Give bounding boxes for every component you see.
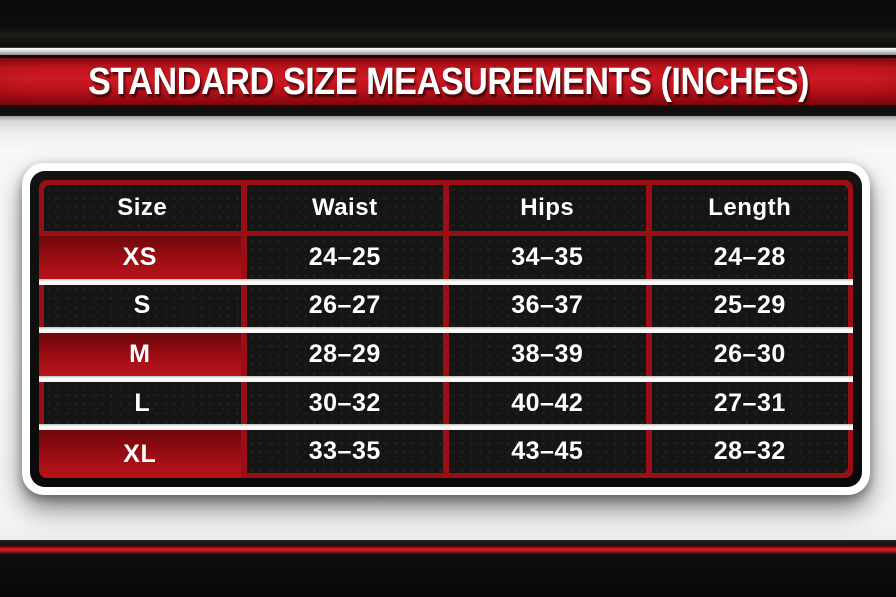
size-label-l: L — [44, 381, 241, 425]
top-frame-bar — [0, 0, 896, 48]
length-value-m: 26–30 — [651, 333, 848, 376]
hips-value-xl: 43–45 — [449, 430, 646, 473]
length-value-s: 25–29 — [651, 284, 848, 328]
title-banner: STANDARD SIZE MEASUREMENTS (INCHES) — [0, 58, 896, 105]
row-separator — [39, 424, 853, 431]
table-row-xs: XS 24–25 34–35 24–28 — [39, 236, 848, 279]
row-separator — [39, 327, 853, 334]
waist-value-xs: 24–25 — [246, 236, 443, 279]
hips-value-m: 38–39 — [449, 333, 646, 376]
length-value-xl: 28–32 — [651, 430, 848, 473]
waist-value-s: 26–27 — [246, 284, 443, 328]
hips-value-l: 40–42 — [449, 381, 646, 425]
table-row-s: S 26–27 36–37 25–29 — [44, 284, 848, 328]
row-separator — [39, 375, 853, 382]
column-header-hips: Hips — [449, 185, 646, 231]
size-chart-card: Size Waist Hips Length XS 24–25 34–35 24… — [22, 163, 870, 495]
column-header-size: Size — [44, 185, 241, 231]
size-label-xl: XL — [39, 430, 241, 478]
table-header-row: Size Waist Hips Length — [44, 185, 848, 231]
table-red-frame: Size Waist Hips Length XS 24–25 34–35 24… — [39, 180, 853, 478]
bottom-divider — [0, 540, 896, 546]
size-label-m: M — [39, 333, 241, 376]
table-row-xl: XL 33–35 43–45 28–32 — [39, 430, 848, 478]
size-label-s: S — [44, 284, 241, 328]
waist-value-m: 28–29 — [246, 333, 443, 376]
length-value-xs: 24–28 — [651, 236, 848, 279]
table-row-l: L 30–32 40–42 27–31 — [44, 381, 848, 425]
hips-value-s: 36–37 — [449, 284, 646, 328]
bottom-frame-bar — [0, 554, 896, 597]
thin-divider — [0, 55, 896, 58]
bottom-red-stripe — [0, 546, 896, 554]
hips-value-xs: 34–35 — [449, 236, 646, 279]
waist-value-l: 30–32 — [246, 381, 443, 425]
length-value-l: 27–31 — [651, 381, 848, 425]
waist-value-xl: 33–35 — [246, 430, 443, 473]
table-black-border: Size Waist Hips Length XS 24–25 34–35 24… — [30, 171, 862, 487]
column-header-length: Length — [651, 185, 848, 231]
row-separator — [39, 278, 853, 285]
column-header-waist: Waist — [246, 185, 443, 231]
banner-bottom-stripe — [0, 105, 896, 116]
silver-divider-stripe — [0, 48, 896, 55]
size-label-xs: XS — [39, 236, 241, 279]
page-title: STANDARD SIZE MEASUREMENTS (INCHES) — [87, 60, 809, 103]
table-row-m: M 28–29 38–39 26–30 — [39, 333, 848, 376]
